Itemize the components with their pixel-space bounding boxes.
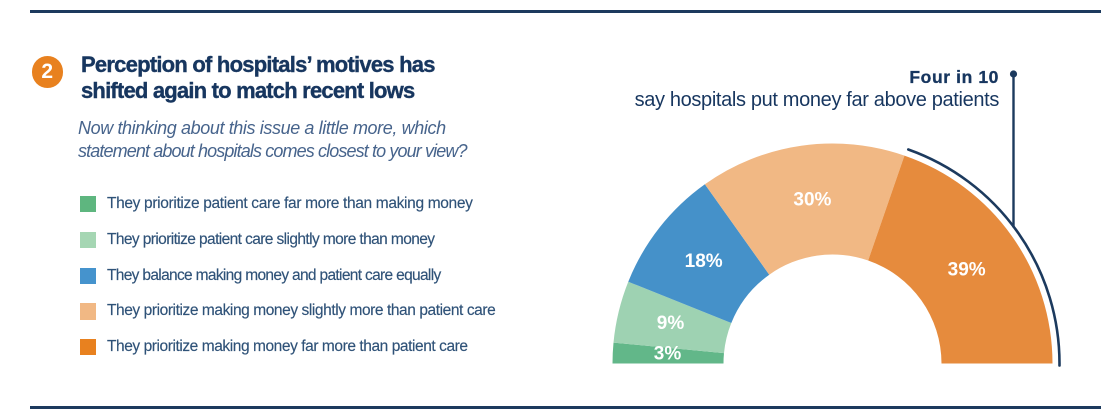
- svg-text:30%: 30%: [793, 189, 831, 210]
- svg-text:9%: 9%: [657, 313, 685, 334]
- svg-text:3%: 3%: [654, 343, 682, 364]
- svg-text:18%: 18%: [685, 251, 723, 272]
- svg-text:39%: 39%: [948, 260, 986, 281]
